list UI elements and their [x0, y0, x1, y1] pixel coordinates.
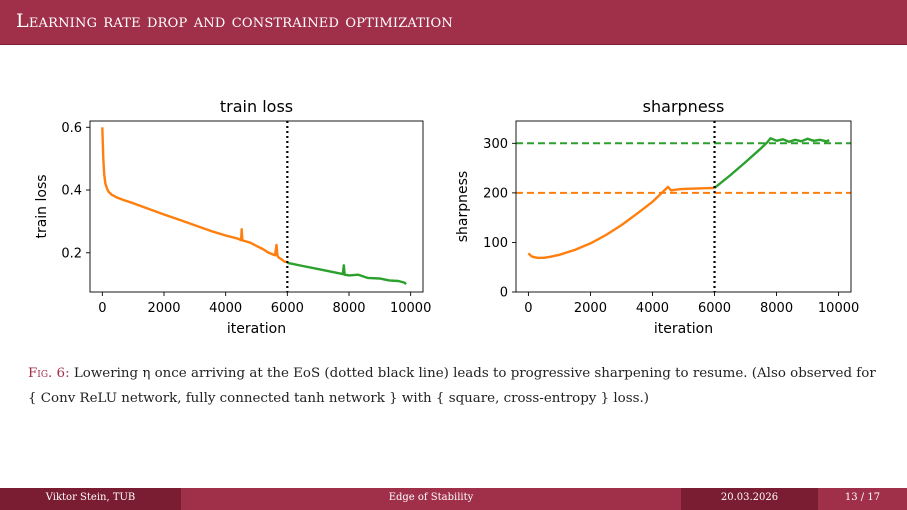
chart-title: train loss — [220, 97, 293, 116]
y-tick-label: 200 — [483, 186, 508, 201]
slide-title: Learning rate drop and constrained optim… — [16, 10, 453, 32]
slide-header: Learning rate drop and constrained optim… — [0, 0, 907, 45]
x-tick-label: 2000 — [147, 301, 180, 316]
x-tick-label: 8000 — [332, 301, 365, 316]
x-axis-label: iteration — [654, 321, 713, 337]
chart-1: 0 2000 4000 6000 8000 10000 0 100 200 300 sharpnes… — [455, 97, 859, 337]
y-axis-label: train loss — [34, 174, 50, 238]
x-tick-label: 4000 — [636, 301, 669, 316]
x-tick-label: 10000 — [818, 301, 859, 316]
x-tick-label: 2000 — [574, 301, 607, 316]
series-line-0 — [101, 127, 288, 264]
plot-frame — [515, 120, 852, 293]
chart-0: 0 2000 4000 6000 8000 10000 0.2 0.4 0.6 train los… — [34, 97, 431, 337]
x-tick-label: 6000 — [271, 301, 304, 316]
x-axis-label: iteration — [227, 321, 286, 337]
y-tick-label: 0.4 — [61, 184, 82, 199]
y-tick-label: 0 — [500, 286, 508, 301]
x-tick-label: 0 — [524, 301, 532, 316]
footer-title: Edge of Stability — [181, 488, 681, 510]
y-tick-label: 100 — [483, 236, 508, 251]
series-line-1 — [713, 137, 830, 189]
x-tick-label: 6000 — [698, 301, 731, 316]
y-tick-label: 0.2 — [61, 246, 82, 261]
y-tick-label: 300 — [483, 137, 508, 152]
footer-date: 20.03.2026 — [681, 488, 818, 510]
series-line-1 — [287, 261, 407, 286]
x-tick-label: 10000 — [390, 301, 431, 316]
y-axis-label: sharpness — [455, 171, 471, 242]
footer-author: Viktor Stein, TUB — [0, 488, 181, 510]
x-tick-label: 0 — [98, 301, 106, 316]
figure-caption: Fig. 6: Lowering η once arriving at the … — [28, 361, 883, 411]
slide-footer: Viktor Stein, TUB Edge of Stability 20.0… — [0, 488, 907, 510]
series-line-0 — [527, 185, 715, 259]
x-tick-label: 8000 — [760, 301, 793, 316]
footer-page-number: 13 / 17 — [818, 488, 907, 510]
figure-caption-text: Lowering η once arriving at the EoS (dot… — [28, 366, 876, 406]
chart-title: sharpness — [643, 97, 725, 116]
y-tick-label: 0.6 — [61, 121, 82, 136]
plot-frame — [89, 120, 424, 293]
figure-label: Fig. 6: — [28, 366, 70, 381]
x-tick-label: 4000 — [209, 301, 242, 316]
